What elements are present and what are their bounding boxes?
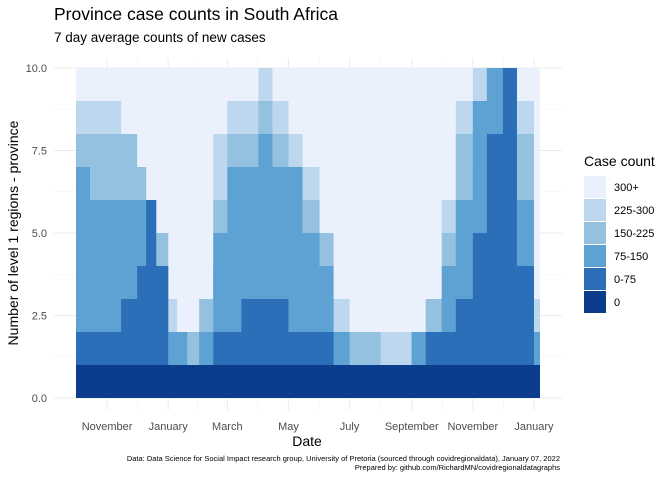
x-tick-label: May: [278, 421, 299, 433]
legend-key: [584, 245, 606, 267]
legend-key: [584, 222, 606, 244]
legend-key: [584, 268, 606, 290]
x-tick-label: July: [340, 421, 360, 433]
chart-title: Province case counts in South Africa: [54, 4, 338, 24]
legend-label: 0: [614, 297, 620, 309]
legend-label: 75-150: [614, 251, 648, 263]
x-tick-label: November: [447, 421, 498, 433]
y-tick-label: 2.5: [32, 311, 47, 323]
legend-label: 150-225: [614, 228, 654, 240]
y-tick-label: 0.0: [32, 393, 47, 405]
y-tick-label: 5.0: [32, 228, 47, 240]
caption-line-1: Data: Data Science for Social Impact res…: [127, 454, 560, 463]
x-tick-label: January: [514, 421, 554, 433]
x-axis-title: Date: [292, 433, 322, 449]
plot-areas: [76, 68, 540, 398]
legend: 300+ 225-300 150-225 75-150 0-75 0: [584, 176, 654, 313]
legend-key: [584, 291, 606, 313]
x-tick-label: January: [149, 421, 189, 433]
chart-subtitle: 7 day average counts of new cases: [54, 30, 266, 45]
x-tick-label: November: [82, 421, 133, 433]
caption-line-2: Prepared by: github.com/RichardMN/covidr…: [355, 463, 560, 472]
x-tick-label: September: [385, 421, 439, 433]
legend-label: 0-75: [614, 274, 636, 286]
legend-key: [584, 199, 606, 221]
legend-label: 225-300: [614, 205, 654, 217]
y-axis-ticks: 0.0 2.5 5.0 7.5 10.0: [26, 63, 47, 405]
y-tick-label: 10.0: [26, 63, 47, 75]
legend-key: [584, 176, 606, 198]
x-tick-label: March: [212, 421, 243, 433]
legend-title: Case count: [584, 153, 655, 169]
area-75-150: [76, 68, 540, 398]
y-axis-title: Number of level 1 regions - province: [5, 120, 21, 345]
legend-label: 300+: [614, 182, 639, 194]
x-axis-ticks: November January March May July September Nove…: [82, 421, 554, 433]
area-zero: [76, 365, 540, 398]
y-tick-label: 7.5: [32, 146, 47, 158]
